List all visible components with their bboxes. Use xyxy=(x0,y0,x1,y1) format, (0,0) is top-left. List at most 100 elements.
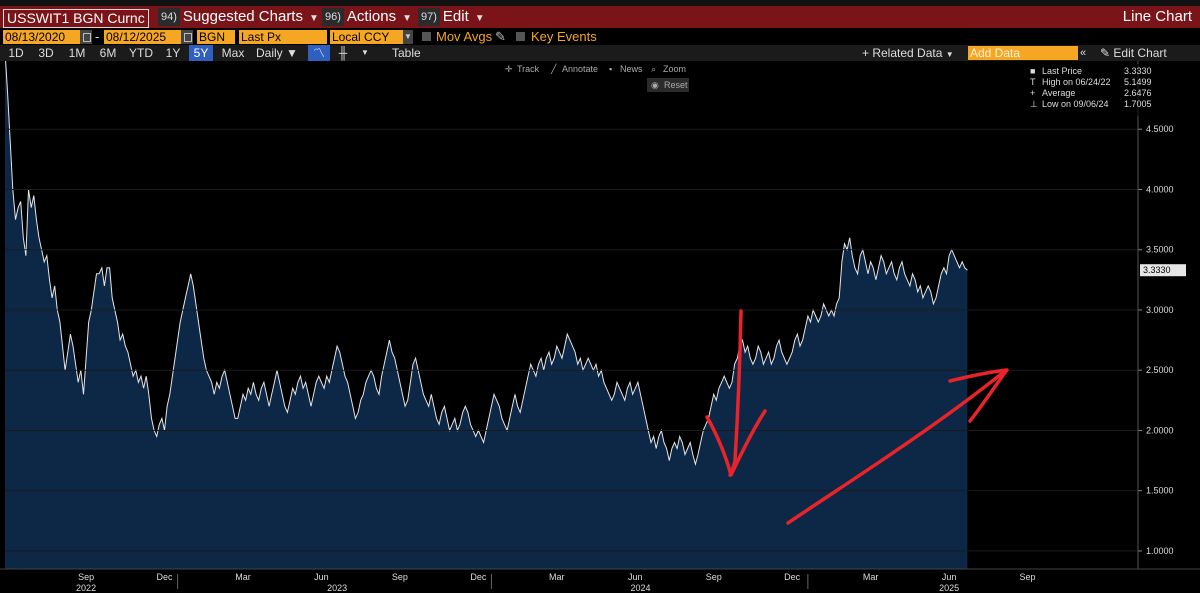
annotate-icon[interactable]: ╱ xyxy=(550,63,557,75)
range-button-1y[interactable]: 1Y xyxy=(165,46,181,60)
parameter-row: 08/13/2020 - 08/12/2025 BGN Last Px Loca… xyxy=(0,29,1200,45)
y-tick-label: 3.5000 xyxy=(1146,245,1174,255)
calendar-icon[interactable] xyxy=(80,30,92,44)
calendar-icon[interactable] xyxy=(181,30,193,44)
suggested-charts-number: 94) xyxy=(158,8,180,27)
news-button[interactable]: News xyxy=(620,64,643,74)
range-button-max[interactable]: Max xyxy=(221,46,245,60)
series-area xyxy=(5,61,968,569)
x-tick-label: Dec xyxy=(470,572,487,582)
legend-marker: + xyxy=(1030,88,1035,98)
source-field[interactable]: BGN xyxy=(197,30,235,44)
up-arrow-head xyxy=(948,368,1009,423)
chart-toolbar: ✛ Track ╱ Annotate ▪ News ⌕ Zoom ◉ Reset xyxy=(505,63,689,92)
y-tick-label: 1.0000 xyxy=(1146,546,1174,556)
x-tick-label: Sep xyxy=(1020,572,1036,582)
legend-marker: ⊥ xyxy=(1030,99,1038,109)
edit-chart-button[interactable]: ✎ Edit Chart xyxy=(1100,45,1167,61)
reset-button-bg[interactable] xyxy=(647,78,689,92)
start-date-field[interactable]: 08/13/2020 xyxy=(3,30,81,44)
legend-box xyxy=(1026,64,1158,116)
chevron-down-icon[interactable]: ▼ xyxy=(361,48,369,57)
annotate-button[interactable]: Annotate xyxy=(562,64,598,74)
ohlc-chart-icon[interactable]: ╫ xyxy=(338,46,348,60)
x-tick-label: Sep xyxy=(706,572,722,582)
x-year-label: 2025 xyxy=(939,583,959,593)
x-tick-label: Mar xyxy=(235,572,251,582)
y-tick-label: 4.5000 xyxy=(1146,124,1174,134)
key-events-label[interactable]: Key Events xyxy=(531,29,597,44)
wrench-icon: ✎ xyxy=(1100,46,1111,60)
chevron-down-icon: ▼ xyxy=(474,13,485,24)
x-tick-label: Jun xyxy=(942,572,957,582)
edit-chart-label: Edit Chart xyxy=(1113,46,1167,60)
range-button-5y[interactable]: 5Y xyxy=(189,45,213,61)
currency-field[interactable]: Local CCY xyxy=(330,30,404,44)
y-tick-label: 2.5000 xyxy=(1146,365,1174,375)
range-button-1m[interactable]: 1M xyxy=(68,46,86,60)
related-data-button[interactable]: + Related Data ▼ xyxy=(862,45,954,61)
x-tick-label: Sep xyxy=(78,572,94,582)
legend-marker: ■ xyxy=(1030,66,1035,76)
line-chart-icon[interactable]: 〽 xyxy=(308,45,330,61)
field-selector[interactable]: Last Px xyxy=(239,30,327,44)
up-arrow-shaft xyxy=(786,369,1007,525)
edit-label: Edit xyxy=(442,8,469,25)
y-tick-label: 3.0000 xyxy=(1146,305,1174,315)
legend-value: 5.1499 xyxy=(1124,77,1152,87)
related-data-label: + Related Data xyxy=(862,46,943,60)
news-icon[interactable]: ▪ xyxy=(609,64,612,74)
chart-type-label: Line Chart xyxy=(1122,8,1192,25)
track-icon[interactable]: ✛ xyxy=(505,64,513,74)
zoom-icon[interactable]: ⌕ xyxy=(651,64,656,74)
x-year-label: 2023 xyxy=(327,583,347,593)
legend-label: Last Price xyxy=(1042,66,1082,76)
add-data-input[interactable] xyxy=(968,46,1078,60)
range-button-1d[interactable]: 1D xyxy=(8,46,24,60)
suggested-charts-menu[interactable]: 94) Suggested Charts ▼ xyxy=(158,6,319,28)
zoom-button[interactable]: Zoom xyxy=(663,64,686,74)
legend-marker: T xyxy=(1030,77,1036,87)
chevron-down-icon: ▼ xyxy=(286,46,298,60)
key-events-checkbox[interactable] xyxy=(516,32,525,41)
range-button-6m[interactable]: 6M xyxy=(99,46,117,60)
date-separator: - xyxy=(95,29,100,44)
last-value-label: 3.3330 xyxy=(1143,265,1171,275)
actions-menu[interactable]: 96) Actions ▼ xyxy=(322,6,412,28)
collapse-icon[interactable]: « xyxy=(1080,47,1087,59)
chevron-down-icon: ▼ xyxy=(945,50,954,59)
range-button-ytd[interactable]: YTD xyxy=(129,46,153,60)
mov-avgs-checkbox[interactable] xyxy=(422,32,431,41)
security-ticker[interactable]: USSWIT1 BGN Curnc xyxy=(3,9,149,28)
track-button[interactable]: Track xyxy=(517,64,540,74)
frequency-label: Daily xyxy=(256,46,283,60)
legend-value: 2.6476 xyxy=(1124,88,1152,98)
reset-icon: ◉ xyxy=(651,80,659,90)
actions-label: Actions xyxy=(346,8,397,25)
mov-avgs-label[interactable]: Mov Avgs xyxy=(436,29,493,44)
range-button-3d[interactable]: 3D xyxy=(38,46,54,60)
pencil-icon[interactable]: ✎ xyxy=(495,29,506,44)
frequency-selector[interactable]: Daily ▼ xyxy=(256,45,298,61)
table-button[interactable]: Table xyxy=(392,46,421,60)
x-year-label: 2022 xyxy=(76,583,96,593)
legend-label: Average xyxy=(1042,88,1075,98)
axes: 1.0000 1.5000 2.0000 2.5000 3.0000 3.5000 4.00… xyxy=(0,61,1200,593)
x-tick-label: Mar xyxy=(549,572,565,582)
line-chart[interactable]: ✛ Track ╱ Annotate ▪ News ⌕ Zoom ◉ Reset… xyxy=(0,61,1200,593)
chevron-down-icon[interactable]: ▼ xyxy=(403,30,413,44)
edit-number: 97) xyxy=(418,8,440,27)
y-tick-label: 2.0000 xyxy=(1146,425,1174,435)
actions-number: 96) xyxy=(322,8,344,27)
legend-value: 1.7005 xyxy=(1124,99,1152,109)
legend-label: High on 06/24/22 xyxy=(1042,77,1111,87)
legend: ■ Last Price 3.3330 T High on 06/24/22 5.1499… xyxy=(1026,64,1158,116)
edit-menu[interactable]: 97) Edit ▼ xyxy=(418,6,485,28)
hand-drawn-annotations xyxy=(705,309,1009,525)
end-date-field[interactable]: 08/12/2025 xyxy=(104,30,182,44)
y-tick-label: 1.5000 xyxy=(1146,486,1174,496)
x-tick-label: Jun xyxy=(314,572,329,582)
reset-button[interactable]: Reset xyxy=(664,80,688,90)
x-year-label: 2024 xyxy=(630,583,650,593)
legend-value: 3.3330 xyxy=(1124,66,1152,76)
